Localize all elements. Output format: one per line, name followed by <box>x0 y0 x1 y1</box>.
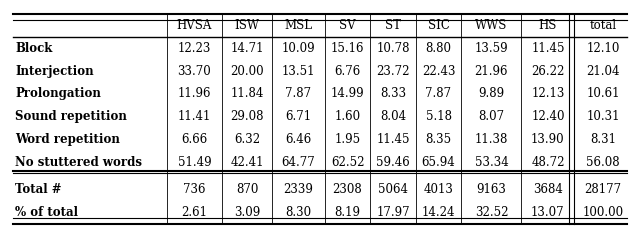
Text: 5.18: 5.18 <box>426 110 452 123</box>
Text: 65.94: 65.94 <box>422 156 456 169</box>
Text: 12.23: 12.23 <box>178 42 211 55</box>
Text: ISW: ISW <box>234 19 259 32</box>
Text: 2.61: 2.61 <box>182 206 207 219</box>
Text: % of total: % of total <box>15 206 78 219</box>
Text: 8.07: 8.07 <box>478 110 504 123</box>
Text: 11.84: 11.84 <box>230 87 264 100</box>
Text: 3684: 3684 <box>533 183 563 196</box>
Text: 11.45: 11.45 <box>376 133 410 146</box>
Text: 8.19: 8.19 <box>335 206 360 219</box>
Text: WWS: WWS <box>476 19 508 32</box>
Text: No stuttered words: No stuttered words <box>15 156 142 169</box>
Text: 62.52: 62.52 <box>331 156 364 169</box>
Text: 11.41: 11.41 <box>178 110 211 123</box>
Text: 12.10: 12.10 <box>586 42 620 55</box>
Text: MSL: MSL <box>284 19 312 32</box>
Text: ST: ST <box>385 19 401 32</box>
Text: 11.45: 11.45 <box>531 42 564 55</box>
Text: 32.52: 32.52 <box>475 206 508 219</box>
Text: 9.89: 9.89 <box>478 87 504 100</box>
Text: Sound repetition: Sound repetition <box>15 110 127 123</box>
Text: 10.09: 10.09 <box>282 42 315 55</box>
Text: 6.71: 6.71 <box>285 110 312 123</box>
Text: 6.66: 6.66 <box>181 133 207 146</box>
Text: 10.61: 10.61 <box>586 87 620 100</box>
Text: 26.22: 26.22 <box>531 64 564 78</box>
Text: 8.30: 8.30 <box>285 206 312 219</box>
Text: 28177: 28177 <box>585 183 622 196</box>
Text: 56.08: 56.08 <box>586 156 620 169</box>
Text: 1.60: 1.60 <box>335 110 360 123</box>
Text: 29.08: 29.08 <box>230 110 264 123</box>
Text: 1.95: 1.95 <box>335 133 360 146</box>
Text: 53.34: 53.34 <box>474 156 508 169</box>
Text: 10.78: 10.78 <box>376 42 410 55</box>
Text: 8.80: 8.80 <box>426 42 452 55</box>
Text: 8.04: 8.04 <box>380 110 406 123</box>
Text: 8.31: 8.31 <box>590 133 616 146</box>
Text: 59.46: 59.46 <box>376 156 410 169</box>
Text: 100.00: 100.00 <box>582 206 624 219</box>
Text: 6.32: 6.32 <box>234 133 260 146</box>
Text: 4013: 4013 <box>424 183 454 196</box>
Text: 7.87: 7.87 <box>426 87 452 100</box>
Text: 6.76: 6.76 <box>335 64 361 78</box>
Text: 13.59: 13.59 <box>475 42 508 55</box>
Text: 14.99: 14.99 <box>331 87 364 100</box>
Text: 8.33: 8.33 <box>380 87 406 100</box>
Text: 14.71: 14.71 <box>230 42 264 55</box>
Text: 14.24: 14.24 <box>422 206 455 219</box>
Text: 2339: 2339 <box>284 183 314 196</box>
Text: 51.49: 51.49 <box>178 156 211 169</box>
Text: 13.90: 13.90 <box>531 133 564 146</box>
Text: total: total <box>589 19 617 32</box>
Text: 21.96: 21.96 <box>475 64 508 78</box>
Text: SIC: SIC <box>428 19 449 32</box>
Text: 33.70: 33.70 <box>178 64 211 78</box>
Text: 870: 870 <box>236 183 258 196</box>
Text: 21.04: 21.04 <box>586 64 620 78</box>
Text: SV: SV <box>339 19 356 32</box>
Text: 42.41: 42.41 <box>230 156 264 169</box>
Text: Word repetition: Word repetition <box>15 133 120 146</box>
Text: 48.72: 48.72 <box>531 156 564 169</box>
Text: 11.38: 11.38 <box>475 133 508 146</box>
Text: Interjection: Interjection <box>15 64 94 78</box>
Text: 64.77: 64.77 <box>282 156 316 169</box>
Text: 7.87: 7.87 <box>285 87 312 100</box>
Text: Prolongation: Prolongation <box>15 87 101 100</box>
Text: Total #: Total # <box>15 183 61 196</box>
Text: 736: 736 <box>183 183 205 196</box>
Text: 2308: 2308 <box>333 183 362 196</box>
Text: Block: Block <box>15 42 52 55</box>
Text: 15.16: 15.16 <box>331 42 364 55</box>
Text: HVSA: HVSA <box>177 19 212 32</box>
Text: 8.35: 8.35 <box>426 133 452 146</box>
Text: 13.07: 13.07 <box>531 206 564 219</box>
Text: 12.13: 12.13 <box>531 87 564 100</box>
Text: 20.00: 20.00 <box>230 64 264 78</box>
Text: HS: HS <box>539 19 557 32</box>
Text: 12.40: 12.40 <box>531 110 564 123</box>
Text: 13.51: 13.51 <box>282 64 315 78</box>
Text: 6.46: 6.46 <box>285 133 312 146</box>
Text: 10.31: 10.31 <box>586 110 620 123</box>
Text: 9163: 9163 <box>476 183 506 196</box>
Text: 5064: 5064 <box>378 183 408 196</box>
Text: 17.97: 17.97 <box>376 206 410 219</box>
Text: 23.72: 23.72 <box>376 64 410 78</box>
Text: 11.96: 11.96 <box>178 87 211 100</box>
Text: 3.09: 3.09 <box>234 206 260 219</box>
Text: 22.43: 22.43 <box>422 64 455 78</box>
